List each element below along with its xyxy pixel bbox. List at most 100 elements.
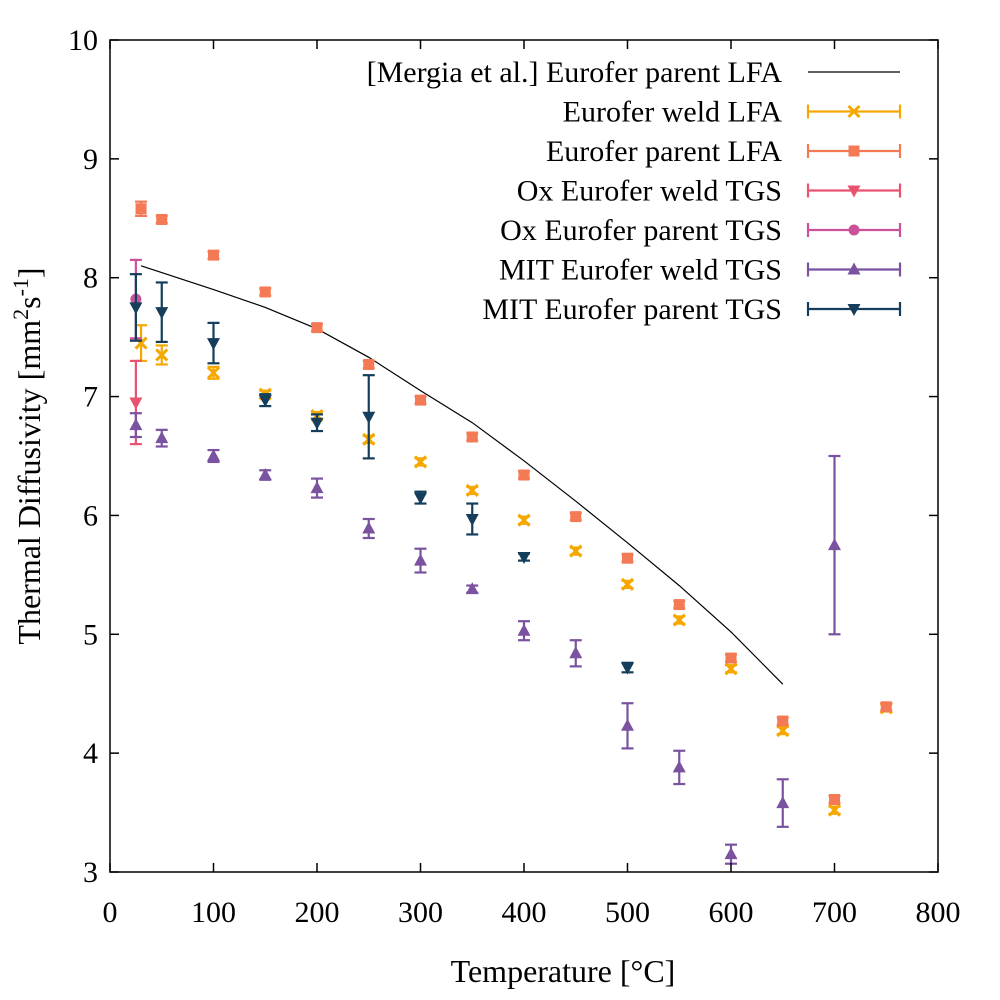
legend-marker (847, 304, 861, 316)
legend-marker (848, 145, 860, 157)
marker-stroke (776, 723, 790, 738)
data-point (828, 538, 841, 551)
data-point (466, 431, 478, 443)
y-axis-label-part: ] (11, 267, 47, 278)
data-point (827, 803, 842, 817)
axis-ticks: 0 100 200 300 400 500 600 700 800 3 4 5 6 7 8 9 10 (68, 24, 961, 929)
data-point (155, 431, 169, 444)
data-point (258, 468, 272, 481)
data-point (673, 599, 685, 611)
x-tick-label: 600 (709, 896, 754, 929)
data-point (776, 723, 790, 738)
data-point (517, 623, 531, 636)
data-point (135, 203, 147, 215)
series-0 (140, 265, 784, 685)
x-tick-label: 100 (191, 896, 236, 929)
y-axis-label-part: s (11, 296, 47, 308)
legend-marker (847, 104, 861, 119)
data-point (156, 213, 168, 225)
data-point (310, 417, 324, 430)
marker-stroke (847, 104, 861, 119)
legend-entry: Eurofer weld LFA (563, 96, 902, 129)
data-point (207, 449, 220, 461)
data-point (724, 662, 738, 676)
legend-label: Eurofer parent LFA (546, 135, 782, 168)
data-point (363, 358, 375, 370)
data-point (310, 481, 324, 494)
data-point (569, 544, 583, 558)
data-point (155, 307, 169, 320)
y-tick-label: 9 (83, 143, 98, 176)
data-point (414, 553, 427, 566)
marker-stroke (620, 577, 635, 591)
x-tick-label: 400 (502, 896, 547, 929)
data-point (776, 796, 790, 809)
data-point (672, 613, 686, 627)
data-point (155, 348, 169, 362)
data-point (206, 366, 221, 380)
legend-entry: MIT Eurofer weld TGS (499, 254, 902, 287)
data-point (415, 394, 426, 406)
data-point (621, 662, 634, 675)
data-point (620, 577, 635, 591)
y-tick-label: 3 (83, 856, 98, 889)
legend-marker (848, 224, 860, 236)
y-axis-label-superscript: 2 (8, 309, 33, 320)
marker-stroke (134, 336, 148, 350)
legend-entry: Eurofer parent LFA (546, 135, 902, 168)
plot-frame (109, 39, 939, 873)
x-tick-label: 0 (103, 896, 118, 929)
legend-marker (847, 185, 861, 198)
marker-stroke (827, 803, 842, 817)
marker-stroke (517, 513, 531, 527)
x-axis-label: Temperature [°C] (451, 953, 676, 989)
marker-stroke (569, 544, 583, 558)
data-point (569, 646, 583, 659)
legend-label: MIT Eurofer parent TGS (482, 293, 782, 326)
data-point (465, 483, 479, 498)
x-tick-label: 500 (605, 896, 650, 929)
data-point (129, 302, 143, 315)
marker-stroke (724, 662, 738, 676)
data-point (129, 418, 143, 431)
data-point (518, 469, 530, 481)
data-point (622, 552, 633, 564)
legend-entry: MIT Eurofer parent TGS (482, 293, 902, 326)
y-tick-label: 4 (83, 737, 98, 770)
y-tick-label: 6 (83, 499, 98, 532)
legend: [Mergia et al.] Eurofer parent LFA Eurofe… (367, 56, 902, 326)
legend-marker (847, 262, 861, 275)
data-point (129, 397, 143, 410)
data-point (208, 249, 219, 261)
data-point (362, 411, 376, 424)
x-tick-label: 700 (812, 896, 857, 929)
x-tick-label: 300 (398, 896, 443, 929)
series-5 (129, 412, 841, 865)
data-point (570, 511, 582, 523)
legend-label: Ox Eurofer parent TGS (500, 214, 782, 247)
marker-stroke (206, 366, 221, 380)
series-line (140, 265, 784, 685)
data-point (207, 338, 220, 351)
legend-entry: [Mergia et al.] Eurofer parent LFA (367, 56, 900, 89)
series-6 (129, 273, 634, 675)
marker-stroke (465, 483, 479, 498)
data-point (777, 715, 789, 727)
data-point (362, 521, 376, 534)
data-point (413, 455, 428, 469)
marker-stroke (413, 455, 428, 469)
data-point (725, 652, 737, 664)
data-point (829, 793, 840, 805)
legend-label: Eurofer weld LFA (563, 96, 783, 129)
data-point (724, 847, 738, 860)
marker-stroke (672, 613, 686, 627)
data-point (672, 760, 686, 773)
legend-entry: Ox Eurofer weld TGS (517, 175, 902, 208)
legend-label: MIT Eurofer weld TGS (499, 254, 782, 287)
x-tick-label: 800 (916, 896, 961, 929)
legend-label: Ox Eurofer weld TGS (517, 175, 782, 208)
data-point (880, 701, 892, 713)
data-point (258, 395, 272, 408)
y-tick-label: 10 (68, 24, 98, 57)
